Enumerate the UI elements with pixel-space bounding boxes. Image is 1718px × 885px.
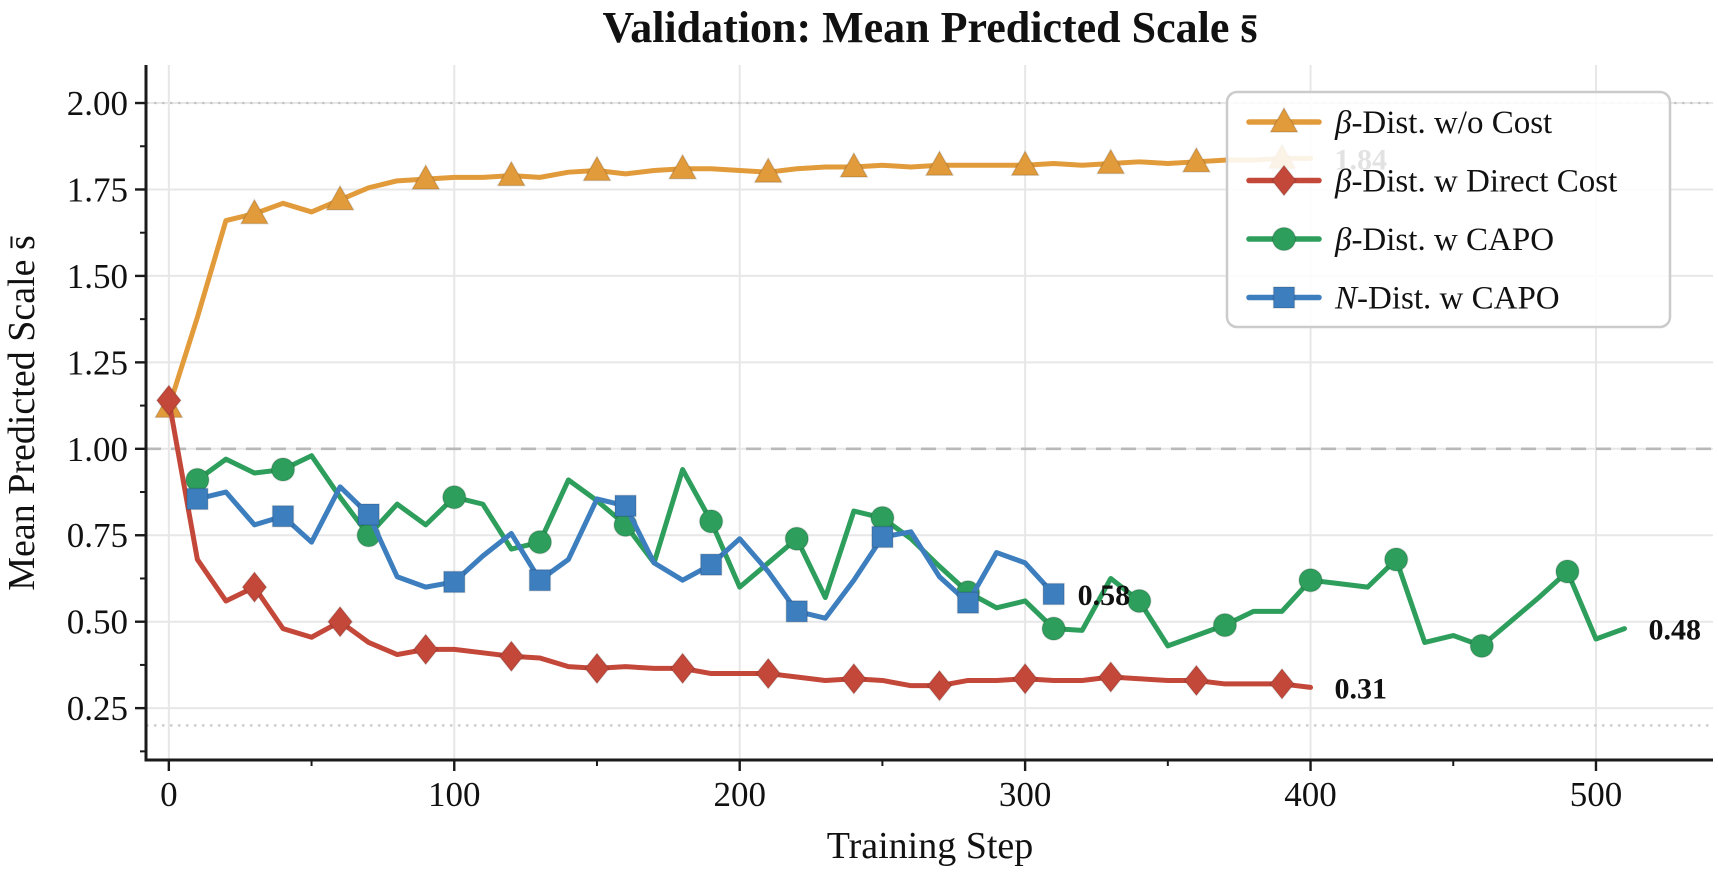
x-tick-label: 0 xyxy=(160,775,178,814)
y-tick-label: 0.25 xyxy=(67,689,128,728)
triangle-marker xyxy=(1181,146,1212,173)
legend-item-beta-dist-w-direct-cost: β-Dist. w Direct Cost xyxy=(1246,164,1617,200)
square-marker xyxy=(357,503,380,526)
y-axis-label: Mean Predicted Scale s̄ xyxy=(1,235,43,591)
circle-marker xyxy=(1212,612,1238,638)
legend-label: β-Dist. w CAPO xyxy=(1334,222,1554,258)
diamond-marker xyxy=(1097,660,1124,694)
triangle-marker xyxy=(839,151,869,178)
triangle-marker xyxy=(582,154,612,182)
square-marker xyxy=(699,553,723,576)
legend-diamond-marker-icon xyxy=(1271,164,1297,197)
y-tick-label: 2.00 xyxy=(67,84,128,123)
diamond-marker xyxy=(1183,664,1210,697)
legend-label: N-Dist. w CAPO xyxy=(1334,281,1560,317)
diamond-marker xyxy=(327,605,354,638)
legend-item-n-dist-w-capo: N-Dist. w CAPO xyxy=(1246,281,1560,317)
circle-marker xyxy=(1469,633,1495,659)
diamond-marker xyxy=(155,384,182,417)
square-marker xyxy=(1042,582,1065,606)
diamond-marker xyxy=(840,662,867,695)
x-tick-label: 400 xyxy=(1284,775,1337,814)
series-n-dist-w-capo xyxy=(186,484,1065,623)
series-line-beta-dist-wo-cost xyxy=(166,155,1314,410)
diamond-marker xyxy=(498,640,525,673)
triangle-marker xyxy=(410,163,441,190)
legend-item-beta-dist-w-capo: β-Dist. w CAPO xyxy=(1246,222,1554,258)
x-tick-label: 300 xyxy=(999,775,1052,814)
series-beta-dist-w-direct-cost xyxy=(155,384,1314,702)
series-line-beta-dist-w-capo xyxy=(194,453,1628,649)
circle-marker xyxy=(1041,616,1066,641)
triangle-marker xyxy=(667,153,698,180)
square-marker xyxy=(443,570,466,594)
legend-triangle-marker-icon xyxy=(1269,106,1299,133)
circle-marker xyxy=(1383,547,1409,572)
x-tick-label: 100 xyxy=(428,775,481,814)
end-value-annotation-beta-dist-w-capo: 0.48 xyxy=(1649,614,1702,647)
circle-marker xyxy=(698,509,724,534)
y-tick-label: 1.00 xyxy=(67,430,128,469)
square-marker xyxy=(614,494,637,518)
legend-label: β-Dist. w/o Cost xyxy=(1334,105,1552,141)
triangle-marker xyxy=(1095,148,1126,175)
x-axis-label: Training Step xyxy=(827,825,1034,867)
series-beta-dist-wo-cost xyxy=(154,142,1314,419)
legend-label: β-Dist. w Direct Cost xyxy=(1334,164,1617,200)
circle-marker xyxy=(527,529,553,555)
end-value-annotation-beta-dist-w-direct-cost: 0.31 xyxy=(1335,672,1388,705)
series-layer xyxy=(154,142,1628,702)
triangle-marker xyxy=(239,198,270,225)
circle-marker xyxy=(270,457,296,482)
diamond-marker xyxy=(241,570,268,604)
square-marker xyxy=(785,600,809,623)
diamond-marker xyxy=(669,652,696,685)
legend: β-Dist. w/o Cost β-Dist. w Direct Cost β-D… xyxy=(1225,90,1672,329)
diamond-marker xyxy=(1269,667,1295,701)
legend-circle-marker-icon xyxy=(1271,226,1297,252)
x-tick-label: 500 xyxy=(1570,775,1623,814)
diamond-marker xyxy=(412,633,439,666)
circle-marker xyxy=(1555,559,1580,584)
y-tick-label: 0.50 xyxy=(67,603,128,642)
diamond-marker xyxy=(755,657,782,690)
triangle-marker xyxy=(924,149,955,177)
triangle-marker xyxy=(496,160,527,187)
diamond-marker xyxy=(926,669,953,702)
legend-box xyxy=(1225,90,1672,329)
circle-marker xyxy=(442,484,467,510)
circle-marker xyxy=(1298,567,1323,593)
square-marker xyxy=(528,568,552,592)
diamond-marker xyxy=(1012,662,1039,695)
circle-marker xyxy=(1127,588,1152,614)
square-marker xyxy=(271,504,295,528)
series-beta-dist-w-capo xyxy=(185,453,1628,659)
square-marker xyxy=(956,591,980,614)
legend-square-marker-icon xyxy=(1272,286,1296,309)
y-tick-label: 0.75 xyxy=(67,516,128,555)
y-tick-label: 1.25 xyxy=(67,343,128,382)
triangle-marker xyxy=(325,184,355,211)
end-value-annotation-n-dist-w-capo: 0.58 xyxy=(1078,579,1131,612)
square-marker xyxy=(186,487,209,511)
y-tick-label: 1.50 xyxy=(67,257,128,296)
square-marker xyxy=(871,525,894,549)
legend-item-beta-dist-wo-cost: β-Dist. w/o Cost xyxy=(1246,105,1552,141)
triangle-marker xyxy=(753,156,784,183)
triangle-marker xyxy=(1010,149,1040,177)
axes-layer: 0 100 200 300 400 500 0.25 0.50 0.75 1.00 1.25 1.50… xyxy=(67,65,1713,814)
diamond-marker xyxy=(584,652,610,685)
y-tick-label: 1.75 xyxy=(67,170,128,209)
x-tick-label: 200 xyxy=(713,775,766,814)
chart-title: Validation: Mean Predicted Scale s̄ xyxy=(602,3,1257,52)
circle-marker xyxy=(784,526,810,551)
